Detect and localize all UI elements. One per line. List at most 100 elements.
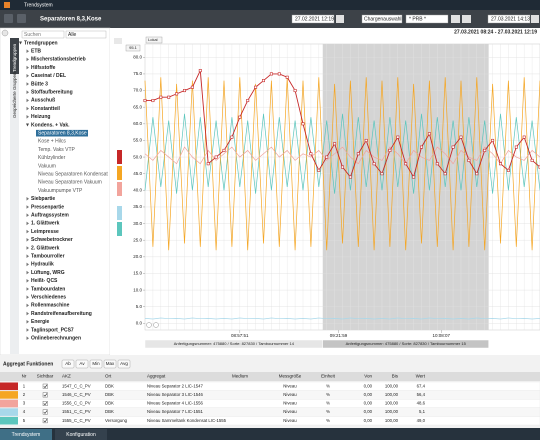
tree-expander[interactable] bbox=[26, 123, 29, 127]
tree-item[interactable]: Temp. Vaks VTP bbox=[38, 147, 76, 153]
tree-expander[interactable] bbox=[19, 41, 22, 45]
tree-item[interactable]: Heizung bbox=[31, 114, 50, 120]
home-button[interactable] bbox=[17, 14, 26, 23]
tree-item[interactable]: Verschiedenes bbox=[31, 295, 66, 301]
tree-expander[interactable] bbox=[26, 57, 30, 62]
aggregate-button-label[interactable]: Min bbox=[92, 361, 100, 366]
visible-checkbox[interactable] bbox=[42, 392, 48, 398]
tab[interactable]: Gespeicherte Gruppen bbox=[12, 72, 17, 118]
tree-item[interactable]: Lüftung, WRG bbox=[31, 270, 65, 276]
tree-item[interactable]: Kondens. + Vak. bbox=[31, 122, 70, 128]
tree-item[interactable]: ETB bbox=[31, 49, 41, 55]
tree-expander[interactable] bbox=[26, 270, 30, 275]
axis-series-bar[interactable] bbox=[117, 182, 122, 196]
tree-expander[interactable] bbox=[26, 98, 30, 103]
footer-tab-active[interactable] bbox=[0, 429, 52, 440]
lock-toggle[interactable] bbox=[145, 36, 163, 44]
tree-item[interactable]: Siebpartie bbox=[31, 196, 55, 202]
tree-expander[interactable] bbox=[26, 254, 30, 258]
tab[interactable]: Trendgruppen bbox=[12, 43, 17, 72]
tree-item[interactable]: Caseinat / DEL bbox=[31, 73, 66, 79]
tree-item[interactable]: Niveau Separatoren Vakuum bbox=[38, 180, 102, 186]
tree-item[interactable]: Hilfsstoffe bbox=[31, 65, 56, 71]
export-button[interactable] bbox=[462, 15, 471, 23]
start-date-input[interactable] bbox=[291, 14, 335, 24]
axis-series-bar[interactable] bbox=[117, 166, 122, 180]
tree-item[interactable]: Vakuumpumpe VTP bbox=[38, 188, 83, 194]
tree-item[interactable]: 2. Glättwerk bbox=[31, 245, 60, 251]
tree-expander[interactable] bbox=[26, 320, 30, 324]
zoom-in[interactable] bbox=[153, 322, 159, 328]
download-button[interactable] bbox=[451, 15, 460, 23]
tree-item[interactable]: Rollenmaschine bbox=[31, 303, 70, 309]
tree-item[interactable]: Niveau Separatoren Kondensat bbox=[38, 172, 108, 178]
axis-series-bar[interactable] bbox=[117, 206, 122, 220]
aggregate-button-label[interactable]: Ab bbox=[65, 361, 71, 366]
batch-dropdown[interactable] bbox=[405, 14, 449, 24]
tree-item[interactable]: Mischerstationsbetrieb bbox=[31, 57, 86, 63]
aggregate-button[interactable] bbox=[117, 359, 131, 369]
tree-expander[interactable] bbox=[26, 74, 30, 78]
tree-item[interactable]: Randstreifenaufbereitung bbox=[31, 311, 92, 317]
aggregate-button[interactable] bbox=[89, 359, 103, 369]
tree-expander[interactable] bbox=[26, 311, 30, 316]
end-calendar[interactable] bbox=[531, 15, 539, 23]
tree-item[interactable]: Leimpresse bbox=[31, 229, 59, 235]
tree-expander[interactable] bbox=[26, 90, 30, 94]
menu-button[interactable] bbox=[4, 14, 13, 23]
tree-expander[interactable] bbox=[26, 229, 30, 234]
tree-expander[interactable] bbox=[26, 82, 30, 86]
start-calendar[interactable] bbox=[336, 15, 344, 23]
scale-top-box[interactable] bbox=[125, 44, 141, 52]
tree-item[interactable]: Trendgruppen bbox=[24, 40, 58, 46]
tree-item[interactable]: Kühlzylinder bbox=[38, 155, 66, 161]
tree-expander[interactable] bbox=[26, 197, 30, 201]
axis-series-bar[interactable] bbox=[117, 222, 122, 236]
tree-item[interactable]: Onlineberechnungen bbox=[31, 336, 81, 342]
tree-expander[interactable] bbox=[26, 279, 30, 283]
tree-expander[interactable] bbox=[26, 246, 30, 250]
tree-item[interactable]: Separatoren 8,3,Kose bbox=[38, 131, 87, 137]
tree-item[interactable]: Stoffaufbereitung bbox=[31, 90, 73, 96]
footer-tab[interactable]: Trendsystem bbox=[12, 432, 41, 438]
tree-item[interactable]: Bütte 3 bbox=[31, 81, 48, 87]
footer-tab[interactable]: Konfiguration bbox=[66, 432, 96, 438]
tree-expander[interactable] bbox=[26, 303, 30, 308]
visible-checkbox[interactable] bbox=[42, 383, 48, 389]
end-date-input[interactable] bbox=[487, 14, 531, 24]
tree-item[interactable]: Konstantteil bbox=[31, 106, 61, 112]
tree-expander[interactable] bbox=[26, 213, 30, 217]
tree-item[interactable]: Heißt- QCS bbox=[31, 278, 58, 284]
tab-active[interactable] bbox=[10, 38, 19, 74]
tree-item[interactable]: Taglinsport_PCS7 bbox=[31, 327, 74, 333]
visible-checkbox[interactable] bbox=[42, 418, 48, 424]
aggregate-button[interactable] bbox=[75, 359, 89, 369]
table-row[interactable] bbox=[0, 416, 540, 426]
tree-expander[interactable] bbox=[26, 287, 30, 291]
collapse-button[interactable] bbox=[1, 29, 9, 37]
visible-checkbox[interactable] bbox=[42, 401, 48, 406]
axis-tool[interactable] bbox=[114, 38, 122, 44]
tree-expander[interactable] bbox=[26, 115, 30, 119]
zoom-out[interactable] bbox=[146, 322, 152, 328]
tree-expander[interactable] bbox=[26, 205, 30, 209]
filter-dropdown[interactable] bbox=[65, 30, 107, 39]
tree-item[interactable]: Tambourroller bbox=[31, 254, 65, 260]
tree-expander[interactable] bbox=[26, 328, 30, 332]
tree-item[interactable]: Tambourdaten bbox=[31, 286, 65, 292]
tree-item[interactable]: Energie bbox=[31, 319, 50, 325]
aggregate-button[interactable] bbox=[103, 359, 117, 369]
batch-select-dropdown[interactable] bbox=[361, 14, 403, 24]
tree-expander[interactable] bbox=[26, 65, 30, 70]
tree-item[interactable]: Vakuum bbox=[38, 163, 56, 169]
axis-series-bar[interactable] bbox=[117, 150, 122, 164]
tree-expander[interactable] bbox=[26, 262, 30, 267]
tree-item[interactable]: Hydraulik bbox=[31, 262, 54, 268]
tree-item[interactable]: Pressenpartie bbox=[31, 204, 64, 210]
tree-expander[interactable] bbox=[26, 49, 30, 53]
tree-expander[interactable] bbox=[26, 238, 30, 242]
tree-item[interactable]: Schwebetrockner bbox=[31, 237, 73, 243]
tree-expander[interactable] bbox=[26, 295, 30, 299]
aggregate-button[interactable] bbox=[61, 359, 75, 369]
tree-item[interactable]: Kose + Hilcs bbox=[38, 139, 66, 145]
